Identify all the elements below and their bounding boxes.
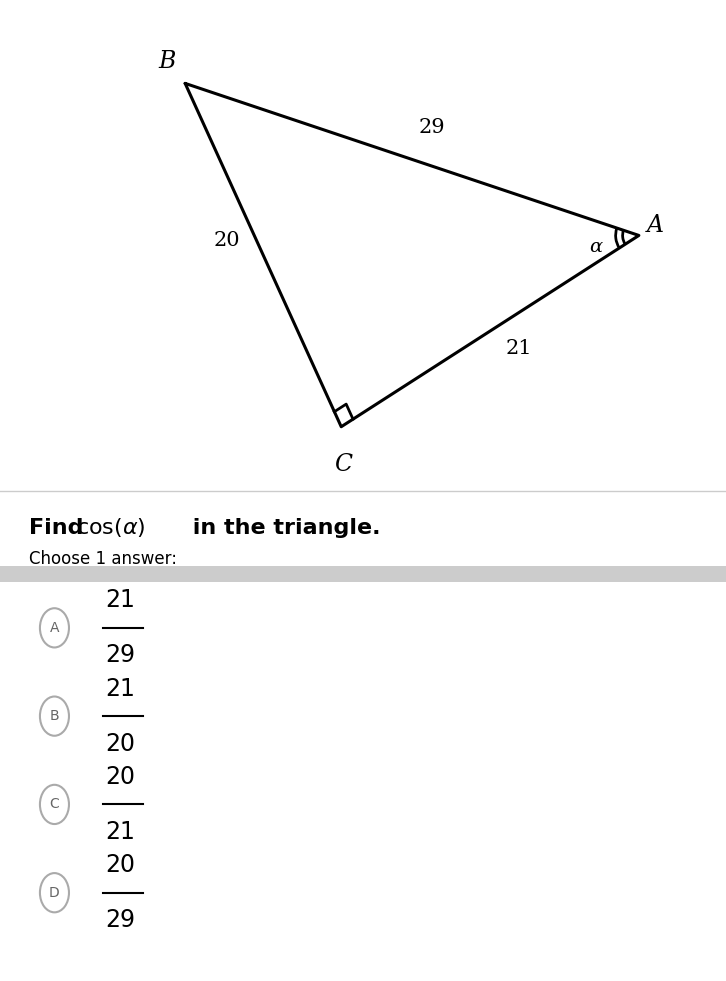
Bar [0, 566, 726, 582]
Text: 21: 21 [105, 589, 135, 612]
Text: $\cos(\alpha)$: $\cos(\alpha)$ [76, 516, 146, 540]
Text: Choose 1 answer:: Choose 1 answer: [29, 550, 177, 568]
Text: 29: 29 [105, 908, 135, 932]
Text: C: C [49, 798, 60, 811]
Text: D: D [49, 886, 60, 900]
Text: 21: 21 [105, 677, 135, 700]
Text: 21: 21 [105, 820, 135, 844]
Text: 21: 21 [506, 338, 532, 358]
Text: 20: 20 [105, 732, 135, 755]
Text: α: α [589, 238, 602, 256]
Text: 20: 20 [213, 231, 240, 250]
Text: 29: 29 [105, 644, 135, 667]
Text: Find: Find [29, 518, 91, 538]
Text: B: B [158, 50, 176, 74]
Text: A: A [49, 621, 60, 635]
Text: A: A [646, 214, 664, 237]
Text: 29: 29 [419, 118, 445, 137]
Text: 20: 20 [105, 853, 135, 877]
Text: C: C [334, 452, 351, 476]
Text: in the triangle.: in the triangle. [185, 518, 380, 538]
Text: B: B [49, 709, 60, 723]
Text: 20: 20 [105, 765, 135, 789]
